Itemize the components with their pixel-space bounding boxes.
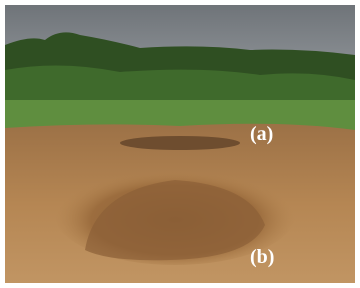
label: (b) [250,246,274,268]
pit-a [120,136,240,150]
label: (a) [250,123,273,145]
photo: (a) (b) [0,0,360,288]
scene [5,5,355,283]
